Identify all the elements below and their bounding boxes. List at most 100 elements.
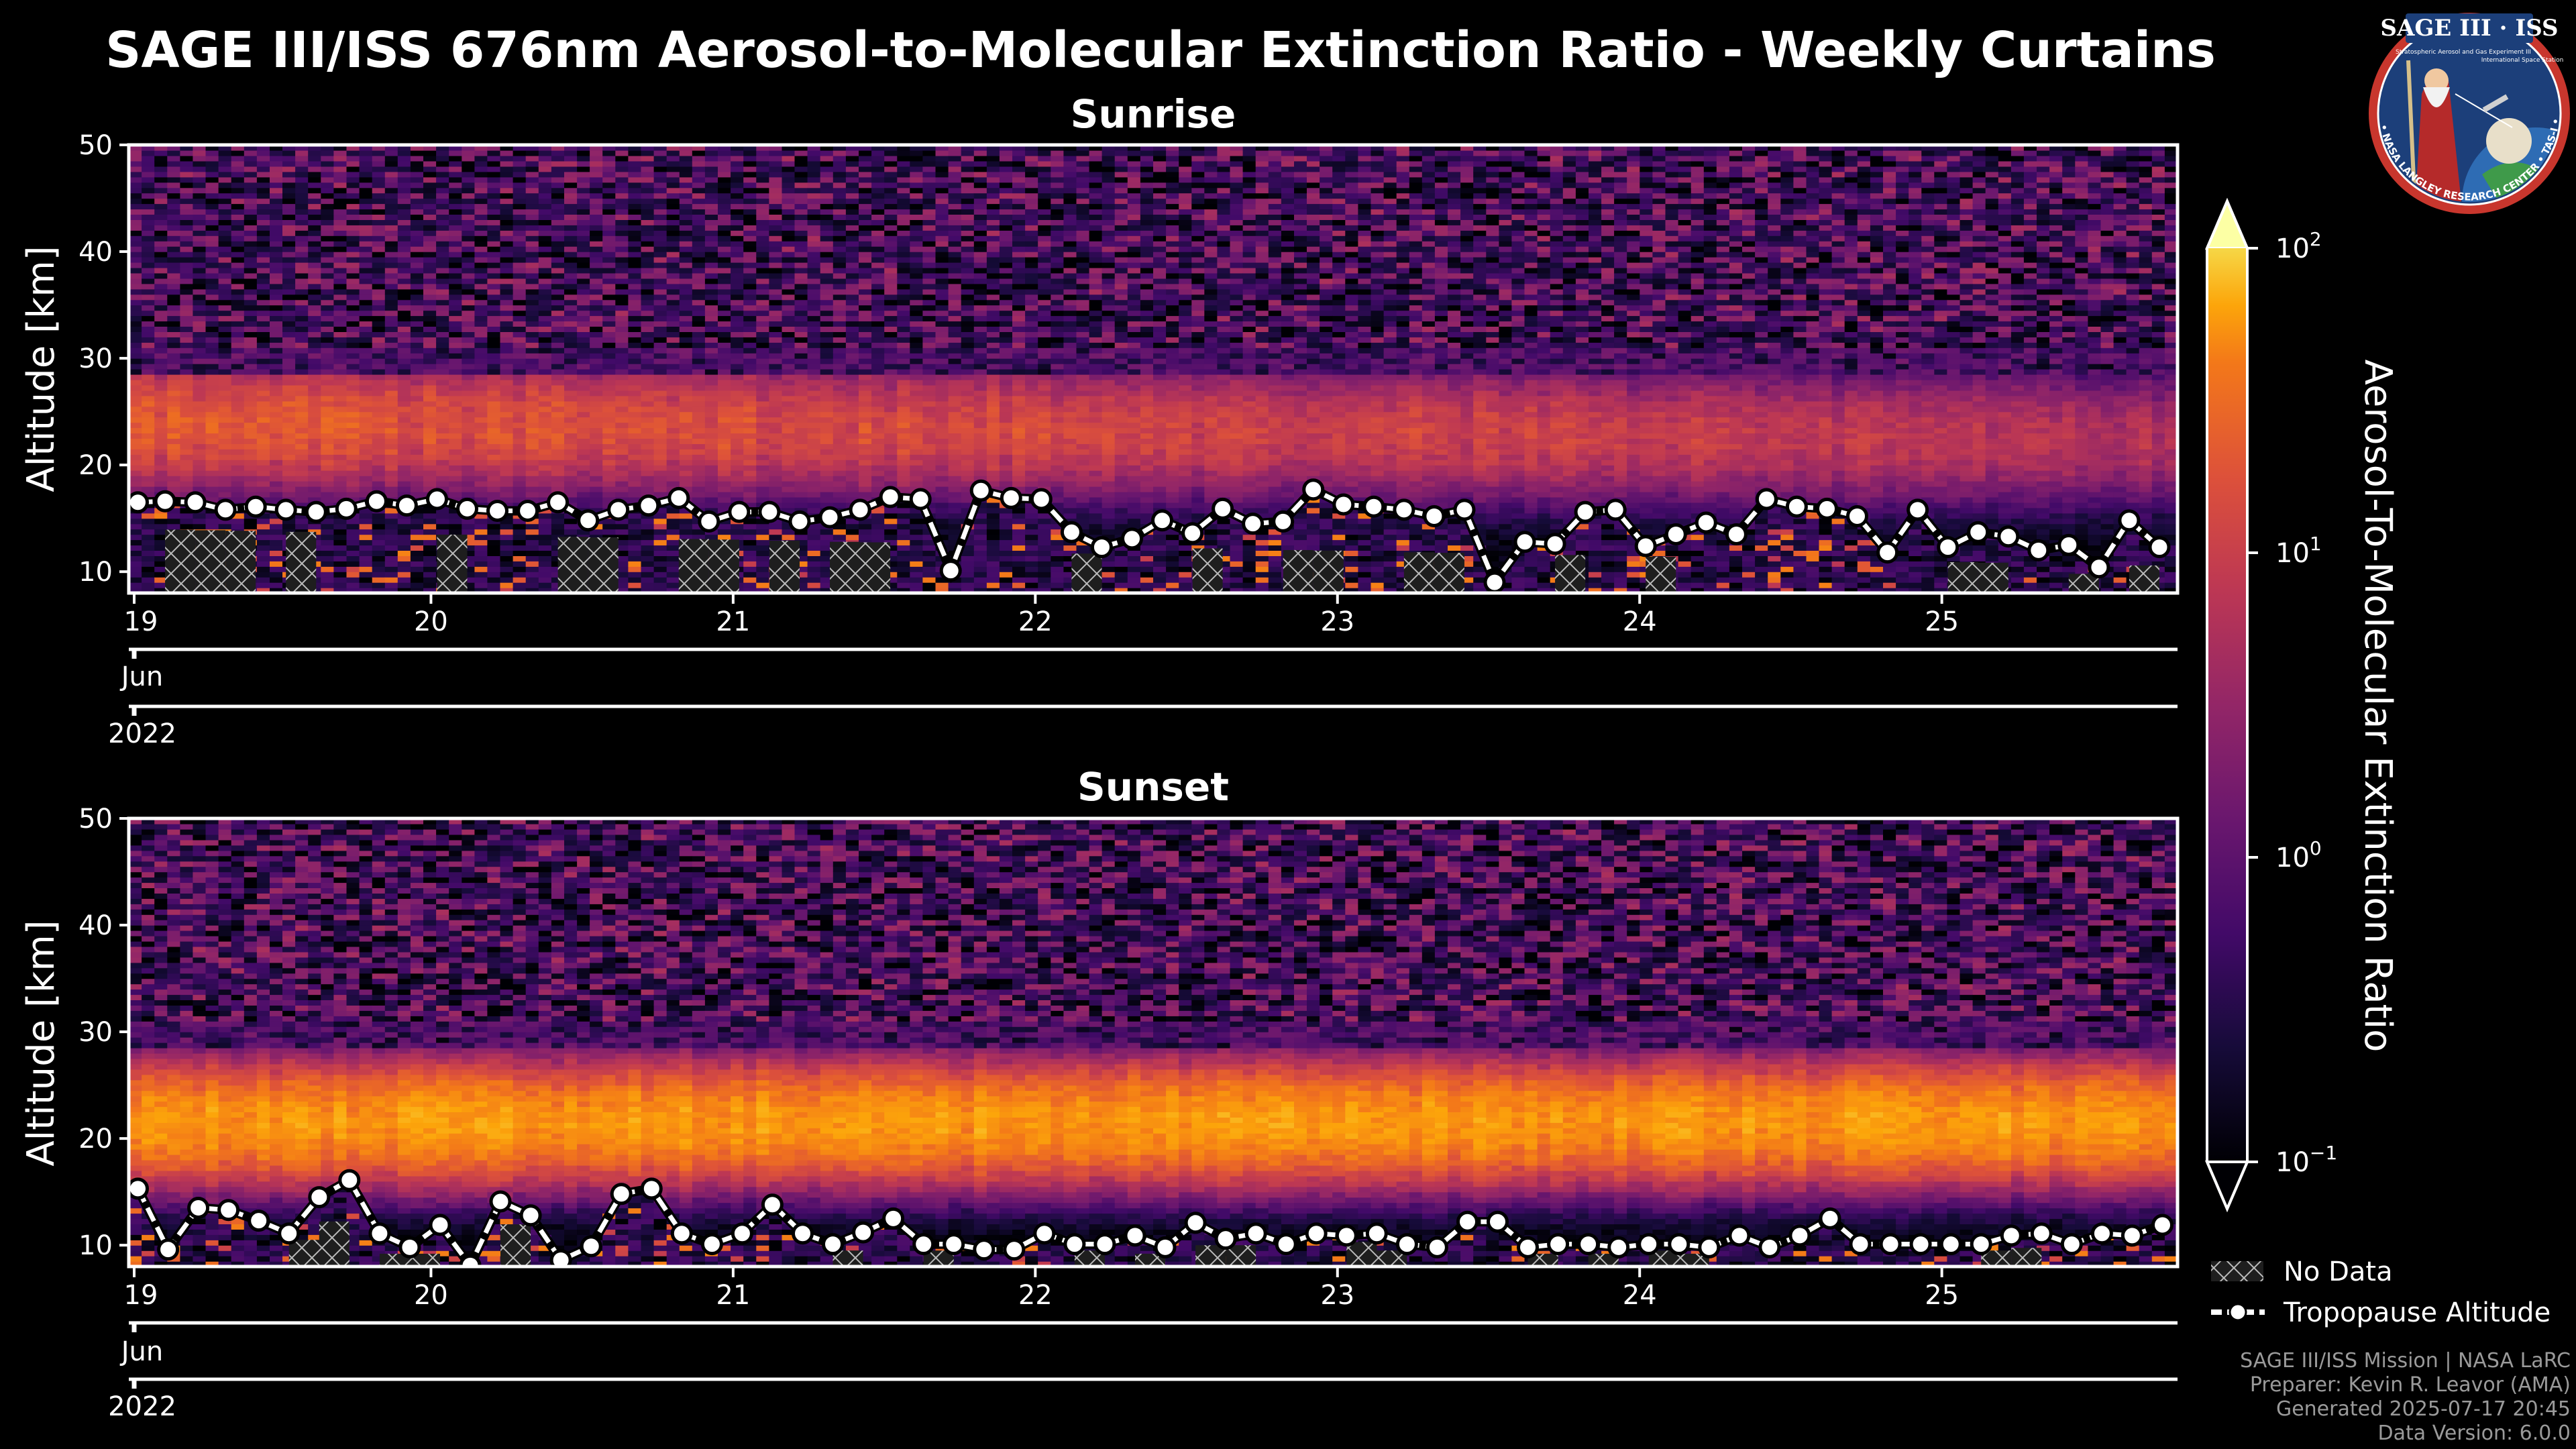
heatmap-cell (820, 572, 834, 578)
heatmap-cell (282, 283, 296, 290)
heatmap-cell (756, 155, 769, 162)
heatmap-cell (270, 283, 283, 290)
heatmap-cell (513, 347, 527, 354)
heatmap-cell (666, 155, 680, 162)
heatmap-cell (129, 145, 142, 151)
heatmap-cell (769, 379, 783, 386)
heatmap-cell (333, 588, 347, 593)
heatmap-cell (551, 214, 565, 220)
heatmap-cell (653, 550, 667, 556)
heatmap-cell (205, 342, 219, 348)
heatmap-cell (193, 187, 207, 194)
heatmap-cell (167, 443, 180, 449)
heatmap-cell (807, 310, 821, 317)
heatmap-cell (871, 491, 885, 498)
heatmap-cell (679, 513, 693, 519)
heatmap-cell (718, 400, 731, 407)
heatmap-cell (743, 209, 757, 215)
heatmap-cell (602, 187, 616, 194)
heatmap-cell (436, 337, 449, 343)
heatmap-cell (205, 454, 219, 460)
heatmap-cell (525, 299, 539, 306)
heatmap-cell (525, 288, 539, 295)
heatmap-cell (794, 288, 808, 295)
heatmap-cell (871, 518, 885, 525)
heatmap-cell (731, 465, 744, 471)
heatmap-cell (743, 390, 757, 396)
heatmap-cell (256, 347, 270, 354)
heatmap-cell (270, 145, 283, 151)
heatmap-cell (436, 171, 449, 178)
heatmap-cell (308, 321, 321, 327)
heatmap-cell (845, 203, 859, 210)
heatmap-cell (845, 384, 859, 391)
heatmap-cell (679, 411, 693, 418)
heatmap-cell (794, 561, 808, 567)
heatmap-cell (590, 470, 603, 476)
heatmap-cell (692, 353, 706, 359)
heatmap-cell (142, 491, 155, 498)
heatmap-cell (193, 374, 207, 380)
heatmap-cell (154, 353, 168, 359)
heatmap-cell (218, 384, 232, 391)
heatmap-cell (743, 545, 757, 551)
heatmap-cell (666, 353, 680, 359)
heatmap-cell (551, 288, 565, 295)
heatmap-cell (628, 326, 642, 332)
heatmap-cell (282, 406, 296, 413)
heatmap-cell (500, 379, 514, 386)
heatmap-cell (679, 203, 693, 210)
heatmap-cell (410, 438, 424, 444)
heatmap-cell (577, 150, 590, 156)
heatmap-cell (142, 145, 155, 151)
heatmap-cell (474, 433, 488, 439)
heatmap-cell (218, 358, 232, 364)
heatmap-cell (525, 470, 539, 476)
heatmap-cell (833, 438, 847, 444)
heatmap-cell (244, 166, 258, 172)
heatmap-cell (653, 337, 667, 343)
heatmap-cell (397, 347, 411, 354)
heatmap-cell (641, 198, 655, 205)
heatmap-cell (602, 491, 616, 498)
heatmap-cell (372, 427, 386, 434)
heatmap-cell (462, 460, 475, 466)
heatmap-cell (346, 390, 360, 396)
heatmap-cell (500, 374, 514, 380)
heatmap-cell (538, 379, 552, 386)
heatmap-cell (474, 460, 488, 466)
heatmap-cell (333, 438, 347, 444)
heatmap-cell (423, 374, 437, 380)
heatmap-cell (193, 384, 207, 391)
heatmap-cell (653, 443, 667, 449)
heatmap-cell (270, 443, 283, 449)
heatmap-cell (282, 400, 296, 407)
heatmap-cell (641, 299, 655, 306)
heatmap-cell (167, 294, 180, 301)
heatmap-cell (653, 384, 667, 391)
heatmap-cell (845, 460, 859, 466)
heatmap-cell (807, 496, 821, 503)
heatmap-cell (142, 427, 155, 434)
heatmap-cell (244, 209, 258, 215)
heatmap-cell (743, 342, 757, 348)
heatmap-cell (590, 155, 603, 162)
heatmap-cell (487, 214, 501, 220)
heatmap-cell (449, 422, 462, 429)
heatmap-cell (833, 283, 847, 290)
heatmap-cell (756, 214, 769, 220)
heatmap-cell (807, 315, 821, 322)
heatmap-cell (718, 315, 731, 322)
heatmap-cell (718, 262, 731, 268)
heatmap-cell (692, 438, 706, 444)
heatmap-cell (731, 347, 744, 354)
heatmap-cell (256, 310, 270, 317)
heatmap-cell (449, 214, 462, 220)
heatmap-cell (321, 294, 334, 301)
heatmap-cell (641, 529, 655, 535)
heatmap-cell (436, 230, 449, 236)
heatmap-cell (346, 257, 360, 263)
heatmap-cell (602, 347, 616, 354)
heatmap-cell (142, 364, 155, 370)
heatmap-cell (487, 347, 501, 354)
